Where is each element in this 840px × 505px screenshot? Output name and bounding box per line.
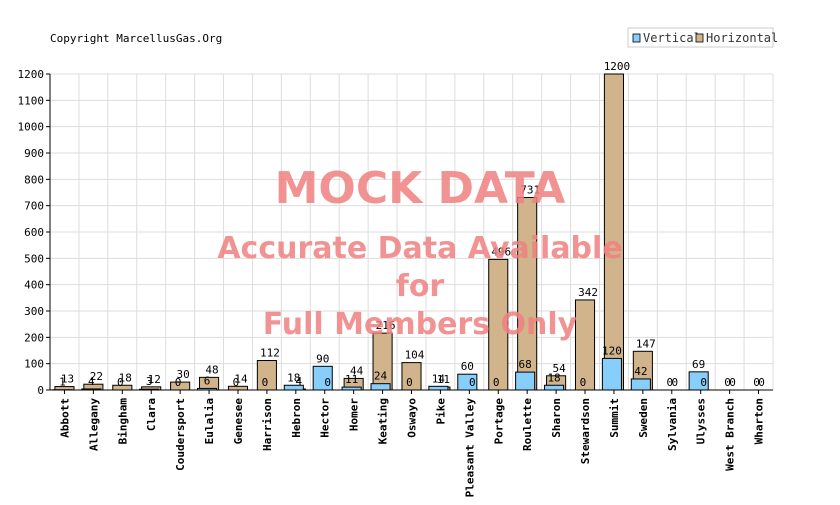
category-label: Keating [377, 398, 390, 444]
category-label: Summit [608, 398, 621, 438]
watermark-line-3: for [396, 269, 445, 304]
category-label: Sharon [550, 398, 563, 438]
value-label-vertical: 18 [547, 371, 560, 384]
category-label: Ulysses [695, 398, 708, 444]
value-label-vertical: 60 [461, 360, 474, 373]
value-label-horizontal: 0 [324, 376, 331, 389]
y-tick-label: 400 [24, 279, 44, 292]
y-tick-label: 1200 [18, 68, 45, 81]
category-label: Clara [145, 398, 158, 431]
category-label: Abbott [58, 398, 71, 438]
value-label-vertical: 3 [146, 375, 153, 388]
category-label: Roulette [521, 398, 534, 451]
value-label-vertical: 6 [204, 374, 211, 387]
value-label-vertical: 0 [493, 376, 500, 389]
value-label-vertical: 4 [88, 375, 95, 388]
value-label-horizontal: 342 [578, 286, 598, 299]
value-label-vertical: 0 [406, 376, 413, 389]
category-label: Harrison [261, 398, 274, 451]
value-label-vertical: 90 [316, 352, 329, 365]
value-label-horizontal: 0 [700, 376, 707, 389]
value-label-horizontal: 147 [636, 337, 656, 350]
value-label-vertical: 0 [666, 376, 673, 389]
category-label: Sweden [637, 398, 650, 438]
y-tick-label: 800 [24, 173, 44, 186]
value-label-horizontal: 112 [260, 347, 280, 360]
value-label-vertical: 0 [262, 376, 269, 389]
category-label: Genesee [232, 398, 245, 445]
category-label: Pleasant Valley [463, 398, 476, 498]
watermark-line-1: MOCK DATA [275, 163, 566, 214]
value-label-vertical: 18 [287, 371, 300, 384]
category-label: Bingham [116, 398, 129, 445]
value-label-vertical: 0 [724, 376, 731, 389]
y-tick-label: 700 [24, 200, 44, 213]
y-tick-label: 100 [24, 358, 44, 371]
legend-swatch-vertical [633, 34, 640, 42]
category-label: Homer [348, 398, 361, 431]
y-tick-label: 300 [24, 305, 44, 318]
category-label: Pike [434, 398, 447, 425]
bar-vertical [602, 358, 621, 390]
legend: Vertical Horizontal [628, 28, 778, 47]
value-label-vertical: 0 [117, 376, 124, 389]
y-tick-label: 1100 [18, 94, 45, 107]
y-tick-label: 500 [24, 252, 44, 265]
value-label-vertical: 42 [634, 365, 647, 378]
value-label-vertical: 0 [580, 376, 587, 389]
y-tick-label: 900 [24, 147, 44, 160]
value-label-vertical: 0 [753, 376, 760, 389]
value-label-vertical: 0 [175, 376, 182, 389]
bar-vertical [371, 384, 390, 390]
watermark-line-4: Full Members Only [263, 307, 578, 342]
bar-vertical [631, 379, 650, 390]
category-label: Eulalia [203, 398, 216, 444]
value-label-vertical: 120 [602, 344, 622, 357]
bar-vertical [516, 372, 535, 390]
value-label-vertical: 1 [59, 376, 66, 389]
value-label-vertical: 14 [432, 372, 446, 385]
copyright-text: Copyright MarcellusGas.Org [50, 32, 222, 45]
category-label: Hebron [290, 398, 303, 438]
value-label-vertical: 11 [345, 373, 358, 386]
value-label-vertical: 69 [692, 358, 705, 371]
category-label: West Branch [724, 398, 737, 471]
value-label-vertical: 24 [374, 370, 388, 383]
y-tick-label: 600 [24, 226, 44, 239]
value-label-vertical: 68 [519, 358, 532, 371]
watermark-line-2: Accurate Data Available [217, 231, 622, 266]
category-label: Wharton [753, 398, 766, 444]
category-label: Hector [319, 398, 332, 438]
y-tick-label: 1000 [18, 121, 45, 134]
watermark: MOCK DATA Accurate Data Available for Fu… [217, 163, 622, 342]
category-labels: Abbott Allegany Bingham Clara Coudersport Eul… [58, 398, 765, 498]
category-label: Allegany [87, 398, 100, 451]
category-label: Sylvania [666, 398, 679, 451]
bar-vertical [429, 386, 448, 390]
value-label-horizontal: 1200 [604, 60, 631, 73]
value-label-horizontal: 0 [469, 376, 476, 389]
legend-label-horizontal: Horizontal [706, 31, 778, 45]
bar-vertical [545, 385, 564, 390]
category-label: Portage [492, 398, 505, 445]
legend-swatch-horizontal [696, 34, 703, 42]
y-tick-label: 0 [37, 384, 44, 397]
y-tick-label: 200 [24, 331, 44, 344]
value-label-vertical: 0 [233, 376, 240, 389]
category-label: Oswayo [406, 398, 419, 438]
value-label-horizontal: 104 [405, 349, 425, 362]
category-label: Stewardson [579, 398, 592, 464]
legend-label-vertical: Vertical [643, 31, 701, 45]
category-label: Coudersport [174, 398, 187, 471]
